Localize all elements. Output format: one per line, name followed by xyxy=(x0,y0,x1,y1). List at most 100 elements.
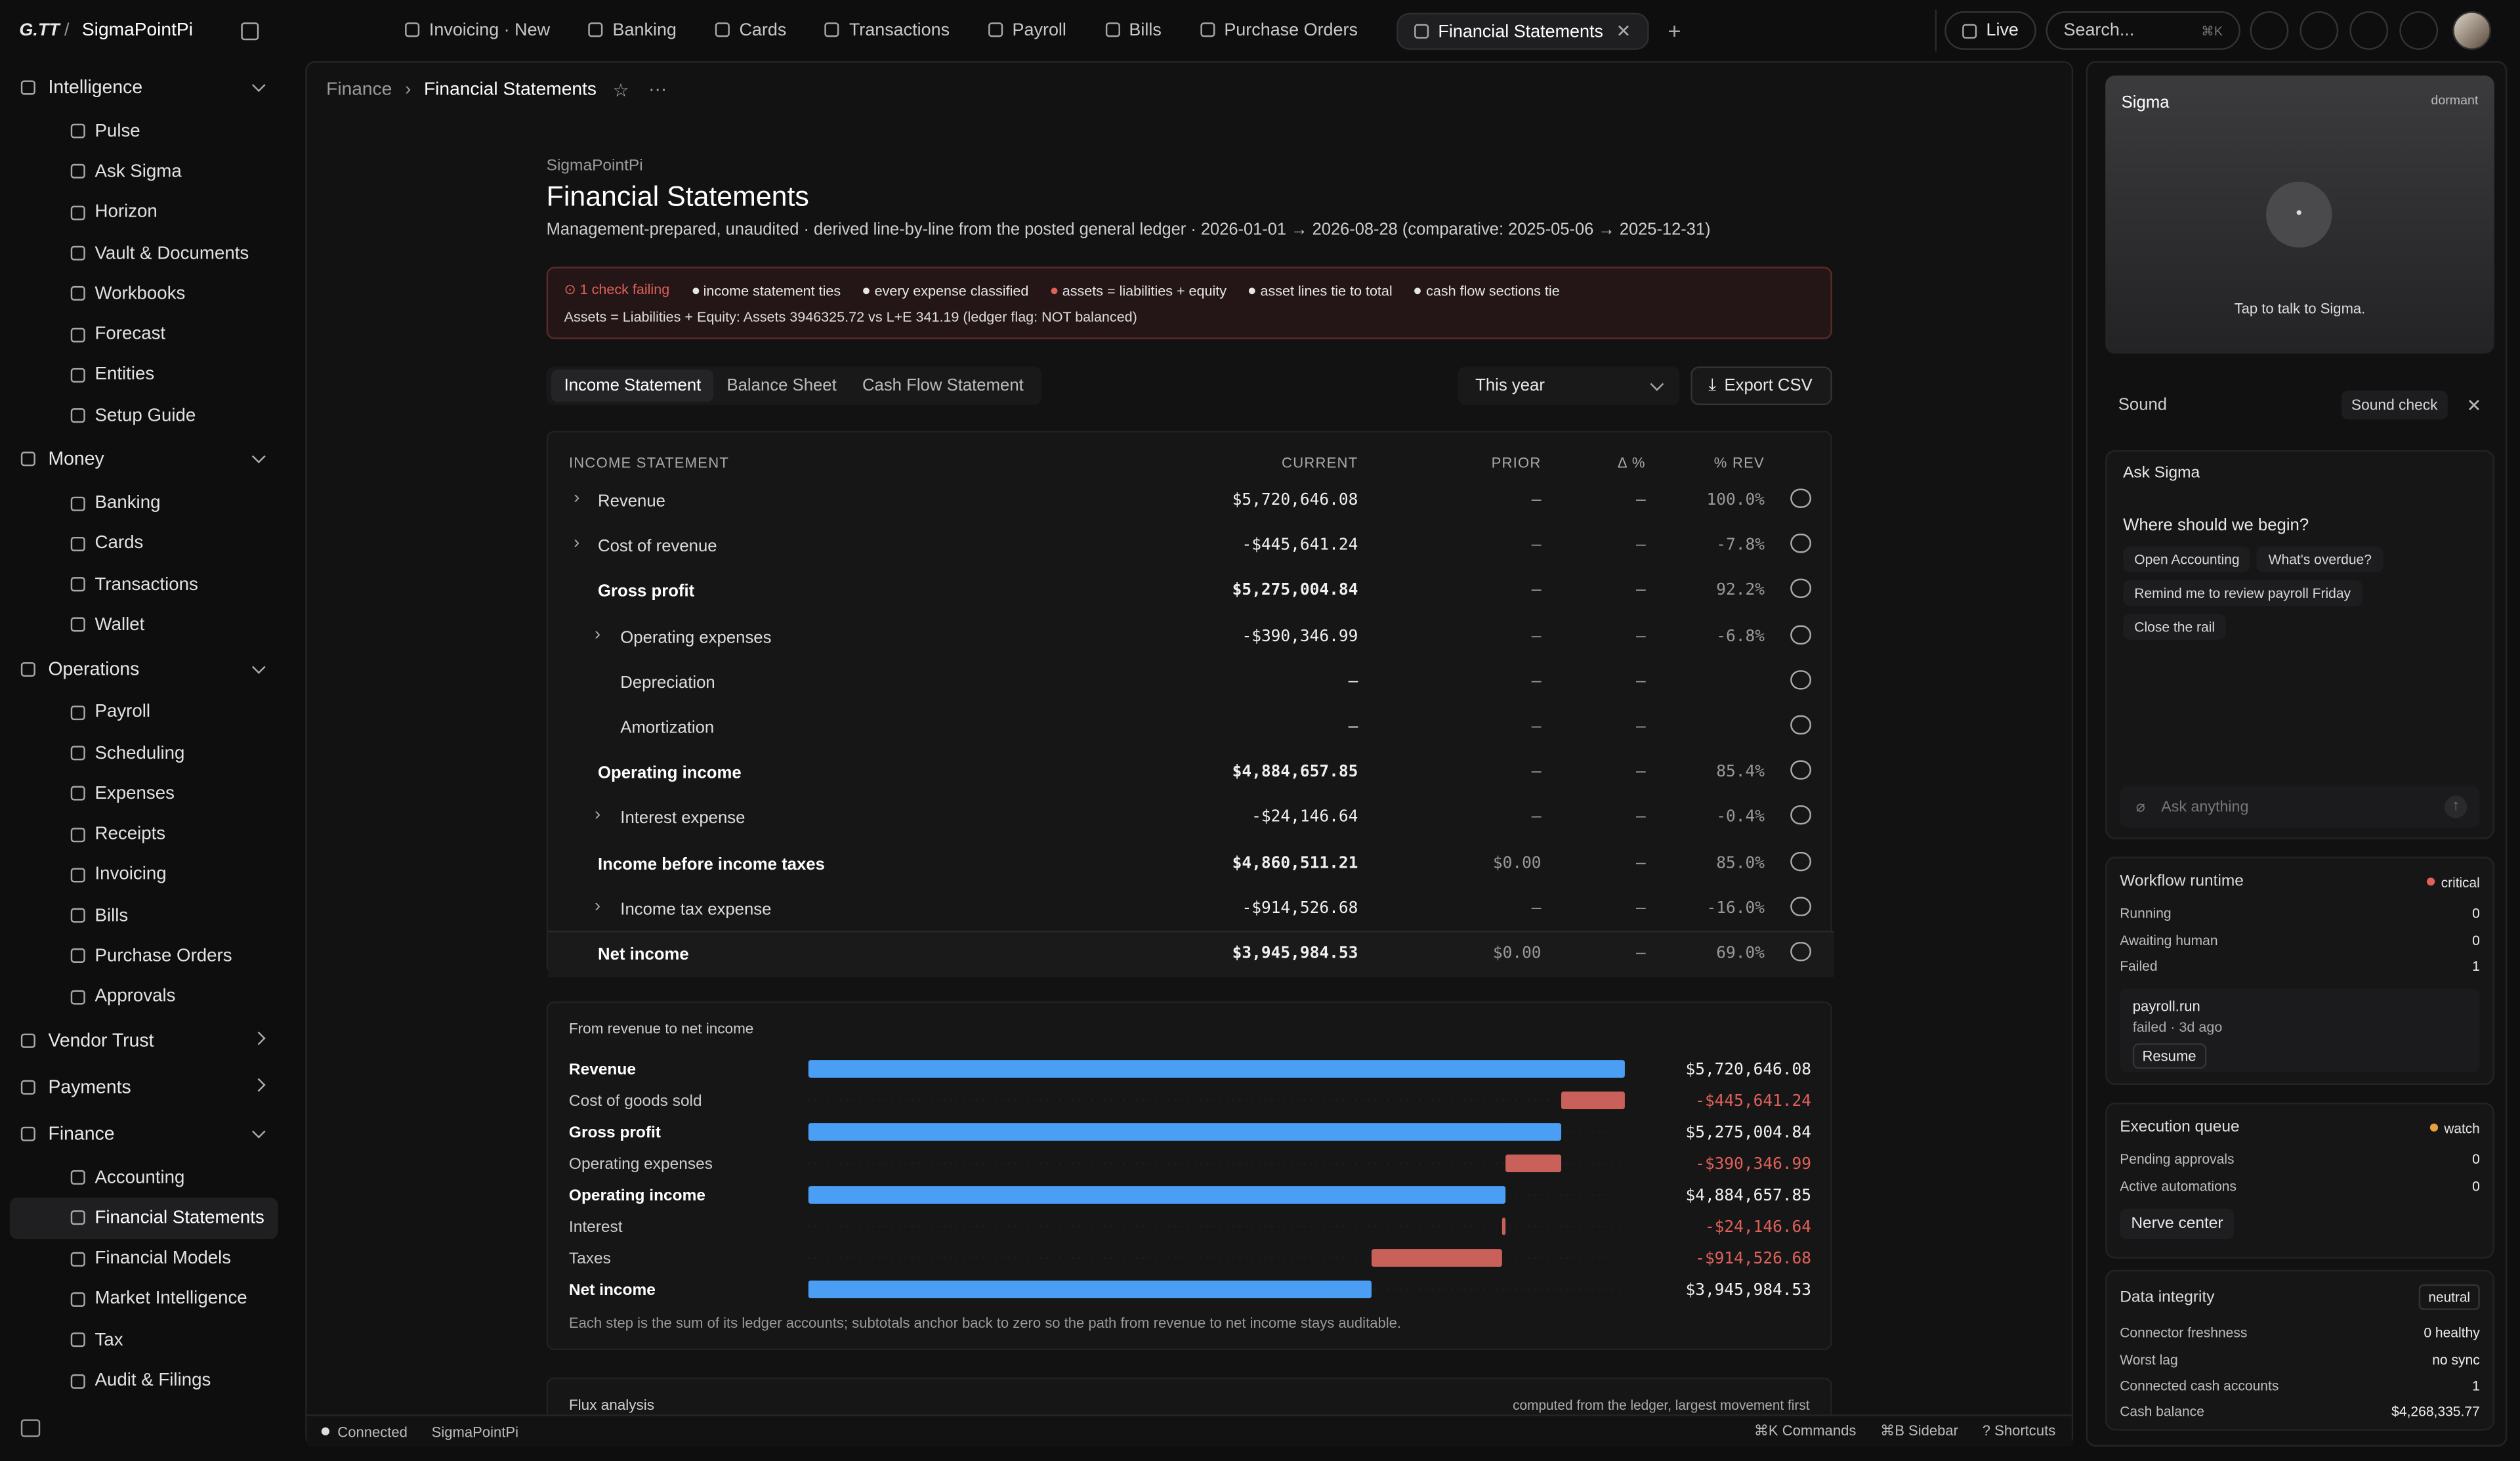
check-label: cash flow sections tie xyxy=(1426,282,1560,299)
suggestion-chip[interactable]: Close the rail xyxy=(2123,614,2227,640)
expand-toggle[interactable]: › xyxy=(595,805,601,826)
comment-button[interactable] xyxy=(1790,805,1812,826)
nav-tab[interactable]: Bills xyxy=(1104,21,1162,40)
kv-label: Worst lag xyxy=(2120,1351,2178,1368)
comment-button[interactable] xyxy=(1790,897,1812,916)
sidebar-item[interactable]: Forecast xyxy=(10,314,278,355)
sidebar-section[interactable]: Vendor Trust xyxy=(0,1017,305,1064)
new-tab[interactable]: + xyxy=(1668,17,1681,44)
nav-tab[interactable]: Financial Statements ✕ xyxy=(1396,12,1649,49)
comment-button[interactable] xyxy=(1790,579,1812,599)
ask-input[interactable]: ⌀ Ask anything ↑ xyxy=(2120,786,2480,828)
comment-button[interactable] xyxy=(1790,760,1812,780)
nerve-center-button[interactable]: Nerve center xyxy=(2120,1208,2235,1239)
compose-icon[interactable] xyxy=(241,22,259,41)
nav-tab[interactable]: Invoicing · New xyxy=(405,21,550,40)
shortcut[interactable]: ? Shortcuts xyxy=(1982,1422,2056,1439)
avatar[interactable] xyxy=(2452,11,2491,50)
send-button[interactable]: ↑ xyxy=(2444,795,2468,818)
close-sound[interactable]: ✕ xyxy=(2466,396,2482,416)
integrity-card: Data integrity neutral Connector freshness… xyxy=(2105,1269,2494,1431)
people-button[interactable] xyxy=(2399,11,2439,50)
favorite-button[interactable]: ☆ xyxy=(612,81,629,102)
shortcut[interactable]: ⌘K Commands xyxy=(1754,1422,1857,1439)
sidebar-item[interactable]: Payroll xyxy=(10,692,278,732)
more-button[interactable]: ··· xyxy=(648,80,667,100)
statement-tab[interactable]: Income Statement xyxy=(551,370,714,402)
comment-button[interactable] xyxy=(1790,534,1812,553)
nav-tab[interactable]: Transactions xyxy=(825,21,950,40)
notifications-button[interactable] xyxy=(2300,11,2339,50)
sidebar-item[interactable]: Audit & Filings xyxy=(10,1361,278,1401)
comment-button[interactable] xyxy=(1790,624,1812,645)
period-select[interactable]: This year xyxy=(1458,366,1680,406)
expand-toggle[interactable]: › xyxy=(595,624,601,645)
sidebar-item[interactable]: Financial Statements xyxy=(9,1198,278,1239)
logo[interactable]: G.TT xyxy=(19,20,60,41)
sidebar-item[interactable]: Expenses xyxy=(10,773,278,814)
kv-row: Worst lag no sync xyxy=(2120,1346,2480,1372)
comment-button[interactable] xyxy=(1790,942,1812,962)
sidebar-item[interactable]: Entities xyxy=(10,355,278,396)
expand-toggle[interactable]: › xyxy=(574,488,580,508)
expand-toggle[interactable]: › xyxy=(595,897,601,916)
sidebar-item[interactable]: Setup Guide xyxy=(10,396,278,436)
sidebar-item[interactable]: Horizon xyxy=(10,192,278,233)
sidebar-item[interactable]: Cards xyxy=(10,524,278,564)
sidebar-item[interactable]: Invoicing xyxy=(10,855,278,895)
search-box[interactable]: Search... ⌘K xyxy=(2046,11,2240,50)
nav-tab[interactable]: Payroll xyxy=(988,21,1066,40)
resume-button[interactable]: Resume xyxy=(2132,1043,2206,1069)
statement-tab[interactable]: Cash Flow Statement xyxy=(862,376,1024,396)
sidebar-item[interactable]: Workbooks xyxy=(10,274,278,314)
theme-button[interactable] xyxy=(2349,11,2389,50)
nav-tab[interactable]: Cards xyxy=(715,21,786,40)
sidebar-section[interactable]: Money xyxy=(0,436,305,483)
tab-close[interactable]: ✕ xyxy=(1616,22,1631,41)
breadcrumb-item[interactable]: Finance xyxy=(326,80,392,100)
sidebar-item[interactable]: Bills xyxy=(10,895,278,936)
expand-toggle[interactable]: › xyxy=(574,534,580,553)
sound-check-button[interactable]: Sound check xyxy=(2342,391,2448,420)
workspace[interactable]: SigmaPointPi xyxy=(81,20,193,41)
live-button[interactable]: Live xyxy=(1944,11,2036,50)
sidebar-section[interactable]: Operations xyxy=(0,645,305,692)
shortcut[interactable]: ⌘B Sidebar xyxy=(1880,1422,1959,1439)
sidebar-item[interactable]: Purchase Orders xyxy=(10,936,278,977)
suggestion-chip[interactable]: What's overdue? xyxy=(2257,546,2384,572)
suggestion-chip[interactable]: Open Accounting xyxy=(2123,546,2251,572)
sidebar-item[interactable]: Approvals xyxy=(10,977,278,1017)
sidebar-item[interactable]: Ask Sigma xyxy=(10,152,278,192)
sidebar-item[interactable]: Scheduling xyxy=(10,732,278,773)
sidebar-item[interactable]: Receipts xyxy=(10,814,278,855)
suggestion-chip[interactable]: Remind me to review payroll Friday xyxy=(2123,580,2362,606)
sigma-card[interactable]: Sigma dormant • Tap to talk to Sigma. xyxy=(2105,75,2494,354)
sidebar-item[interactable]: Financial Models xyxy=(10,1239,278,1279)
comment-button[interactable] xyxy=(1790,488,1812,508)
sidebar-item[interactable]: Vault & Documents xyxy=(10,233,278,274)
statement-tab[interactable]: Balance Sheet xyxy=(726,376,837,396)
kv-row: Awaiting human 0 xyxy=(2120,927,2480,953)
sidebar-item[interactable]: Tax xyxy=(10,1320,278,1361)
sidebar-item[interactable]: Banking xyxy=(10,483,278,524)
help-button[interactable] xyxy=(2250,11,2289,50)
sidebar-item[interactable]: Accounting xyxy=(10,1157,278,1198)
comment-button[interactable] xyxy=(1790,715,1812,735)
row-value: — xyxy=(1635,899,1646,918)
comment-button[interactable] xyxy=(1790,851,1812,871)
sidebar-item[interactable]: Transactions xyxy=(10,564,278,605)
sidebar-section[interactable]: Finance xyxy=(0,1111,305,1157)
sidebar-item[interactable]: Wallet xyxy=(10,604,278,645)
check-status: ⊙ 1 check failing xyxy=(564,281,670,298)
sidebar-toggle[interactable] xyxy=(20,1419,41,1437)
sidebar-item[interactable]: Pulse xyxy=(10,111,278,152)
export-button[interactable]: ⤓ Export CSV xyxy=(1690,366,1832,406)
mic-button[interactable]: • xyxy=(2266,181,2332,248)
nav-tab[interactable]: Banking xyxy=(588,21,677,40)
sidebar-section[interactable]: Payments xyxy=(0,1064,305,1111)
nav-tab[interactable]: Purchase Orders xyxy=(1200,21,1358,40)
table-row: Net income $3,945,984.53 $0.00 — 69.0% xyxy=(548,930,1834,978)
sidebar-section[interactable]: Intelligence xyxy=(0,64,305,111)
sidebar-item[interactable]: Market Intelligence xyxy=(10,1279,278,1320)
comment-button[interactable] xyxy=(1790,669,1812,690)
